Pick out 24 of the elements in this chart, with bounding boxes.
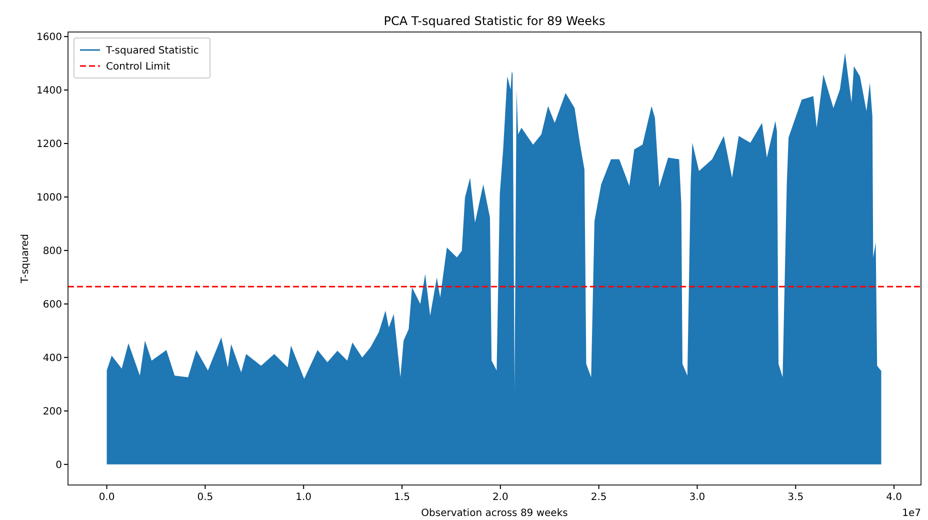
y-tick-label: 1600 (36, 32, 62, 44)
y-tick-label: 1400 (36, 86, 62, 97)
x-tick-label: 3.5 (788, 492, 804, 503)
y-tick-label: 800 (42, 246, 62, 257)
x-tick-label: 0.5 (197, 492, 214, 503)
y-tick-label: 1200 (36, 139, 62, 150)
x-tick-label: 1.0 (296, 492, 312, 503)
x-tick-label: 3.0 (689, 492, 706, 503)
x-axis-title: Observation across 89 weeks (421, 508, 568, 519)
y-tick-label: 200 (42, 406, 62, 418)
x-tick-label: 1.5 (394, 492, 410, 503)
y-tick-label: 400 (42, 352, 62, 364)
y-tick-label: 600 (42, 299, 62, 310)
chart-title: PCA T-squared Statistic for 89 Weeks (384, 14, 606, 28)
y-axis-title: T-squared (20, 234, 31, 284)
x-tick-label: 2.0 (492, 492, 508, 503)
legend-label: Control Limit (106, 62, 170, 72)
legend-label: T-squared Statistic (105, 46, 199, 56)
x-tick-label: 2.5 (590, 492, 607, 503)
y-tick-label: 1000 (36, 192, 62, 204)
text: 1e7 (902, 508, 921, 519)
y-tick-label: 0 (56, 460, 62, 471)
x-tick-label: 4.0 (886, 492, 902, 503)
x-tick-label: 0.0 (98, 492, 115, 503)
